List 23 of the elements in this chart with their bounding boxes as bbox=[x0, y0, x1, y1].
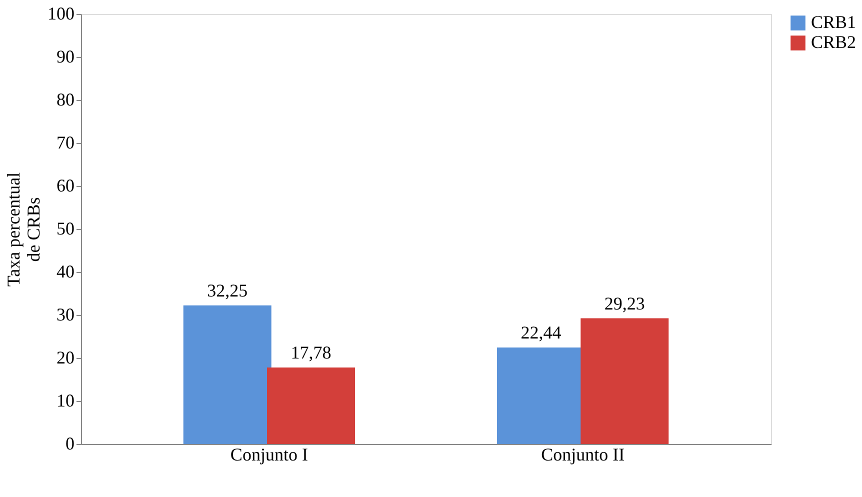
bar bbox=[183, 305, 272, 444]
y-tick-label: 80 bbox=[56, 90, 74, 110]
y-tick-label: 60 bbox=[56, 176, 74, 196]
data-label: 17,78 bbox=[290, 342, 332, 363]
bar bbox=[580, 318, 669, 444]
y-tick-label: 90 bbox=[56, 46, 74, 66]
y-tick-label: 30 bbox=[56, 304, 74, 324]
y-tick-label: 10 bbox=[56, 390, 74, 410]
y-tick-label: 70 bbox=[56, 132, 74, 152]
x-tick-label: Conjunto I bbox=[230, 444, 308, 464]
data-label: 32,25 bbox=[207, 280, 248, 300]
y-tick-label: 20 bbox=[56, 348, 74, 368]
legend-label: CRB1 bbox=[811, 12, 856, 32]
y-tick-label: 100 bbox=[48, 4, 74, 24]
bar bbox=[267, 368, 355, 444]
y-tick-label: 50 bbox=[56, 218, 74, 238]
data-label: 29,23 bbox=[604, 293, 645, 314]
x-tick-label: Conjunto II bbox=[541, 444, 625, 464]
y-tick-label: 0 bbox=[66, 434, 74, 454]
legend-label: CRB2 bbox=[811, 32, 856, 52]
y-axis-title: Taxa percentual de CRBs bbox=[4, 172, 44, 287]
data-label: 22,44 bbox=[520, 322, 562, 343]
y-tick-label: 40 bbox=[56, 262, 74, 282]
